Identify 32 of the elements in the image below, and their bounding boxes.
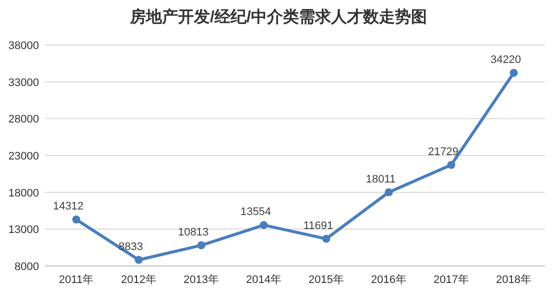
x-tick-label: 2018年	[496, 274, 532, 286]
x-tick-label: 2015年	[308, 274, 344, 286]
x-tick-label: 2016年	[371, 274, 406, 286]
point	[260, 221, 268, 230]
point	[134, 256, 143, 264]
point	[72, 216, 80, 224]
data-label: 11691	[303, 220, 334, 232]
x-tick-label: 2013年	[184, 274, 219, 286]
y-tick-label: 13000	[8, 224, 39, 236]
x-tick-label: 2014年	[246, 274, 282, 286]
y-tick-label: 23000	[8, 150, 39, 162]
y-tick-label: 38000	[8, 40, 39, 52]
x-tick-label: 2017年	[434, 274, 469, 286]
point	[447, 160, 456, 169]
x-tick-label: 2012年	[121, 274, 156, 286]
point	[510, 68, 518, 77]
y-tick-label: 28000	[8, 114, 39, 126]
chart-title: 房地产开发/经纪/中介类需求人才数走势图	[129, 7, 427, 26]
point	[384, 188, 393, 196]
data-label: 10813	[178, 226, 209, 238]
x-tick-label: 2011年	[58, 274, 94, 286]
point	[197, 241, 206, 250]
data-label: 18011	[366, 173, 396, 186]
point	[322, 234, 330, 243]
data-label: 34220	[490, 54, 522, 66]
data-label: 8833	[118, 240, 143, 253]
y-tick-label: 18000	[8, 187, 39, 200]
data-label: 21729	[428, 146, 459, 158]
y-tick-label: 8000	[14, 261, 39, 273]
data-label: 14312	[52, 200, 84, 212]
y-tick-label: 33000	[8, 76, 39, 89]
data-label: 13554	[240, 206, 272, 218]
